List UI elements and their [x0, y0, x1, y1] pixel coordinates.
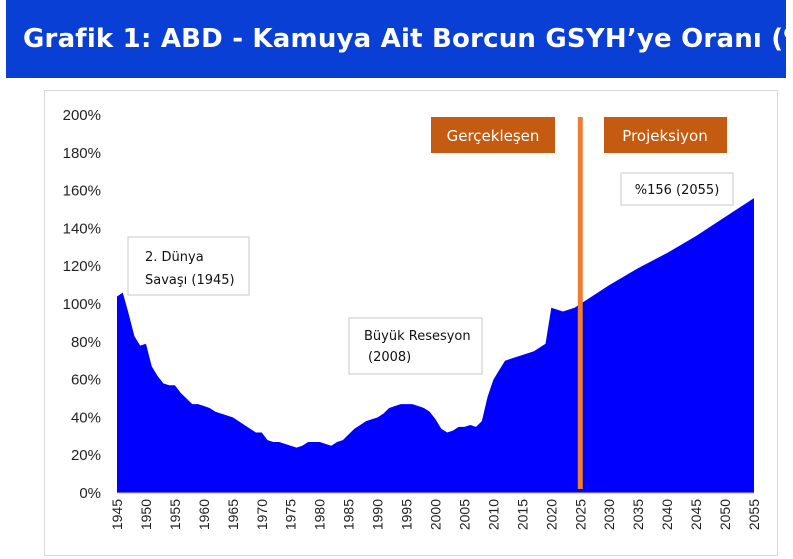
x-tick-label: 2020 — [543, 499, 559, 530]
y-axis-ticks: 0% 20% 40% 60% 80% 100% 120% 140% 160% 180% 200% — [63, 107, 101, 502]
end-value-annotation: %156 (2055) — [620, 172, 734, 206]
x-tick-label: 1945 — [109, 499, 125, 530]
ww2-annotation: 2. Dünya Savaşı (1945) — [127, 236, 250, 296]
y-tick-label: 80% — [71, 334, 101, 351]
x-tick-label: 2055 — [746, 499, 762, 530]
y-tick-label: 100% — [63, 296, 101, 313]
x-tick-label: 1990 — [370, 499, 386, 530]
end-value-label: %156 (2055) — [635, 183, 720, 198]
x-tick-label: 1970 — [254, 499, 270, 530]
x-tick-label: 2040 — [659, 499, 675, 530]
ww2-annotation-line1: 2. Dünya — [145, 250, 204, 265]
y-tick-label: 20% — [71, 447, 101, 464]
ww2-annotation-line2: Savaşı (1945) — [145, 273, 235, 288]
recession-annotation-line2: (2008) — [368, 350, 411, 365]
x-tick-label: 2010 — [485, 499, 501, 530]
y-tick-label: 40% — [71, 409, 101, 426]
x-axis-ticks: 1945 1950 1955 1960 1965 1970 1975 1980 1985 1990… — [109, 499, 762, 530]
x-tick-label: 2025 — [572, 499, 588, 530]
title-banner: Grafik 1: ABD - Kamuya Ait Borcun GSYH’y… — [6, 0, 793, 78]
x-tick-label: 2030 — [601, 499, 617, 530]
x-tick-label: 1950 — [138, 499, 154, 530]
ww2-annotation-box — [127, 236, 250, 296]
x-tick-label: 2000 — [428, 499, 444, 530]
actual-label-rect — [431, 117, 555, 153]
x-tick-label: 1995 — [399, 499, 415, 530]
debt-area-series — [117, 198, 754, 493]
end-value-box — [620, 172, 734, 206]
x-tick-label: 2050 — [717, 499, 733, 530]
x-tick-label: 2035 — [630, 499, 646, 530]
projection-label-box: Projeksiyon — [604, 117, 727, 153]
recession-annotation: Büyük Resesyon (2008) — [348, 317, 483, 375]
y-tick-label: 160% — [63, 183, 101, 200]
recession-annotation-box — [348, 317, 483, 375]
x-tick-label: 2045 — [688, 499, 704, 530]
x-tick-label: 2005 — [456, 499, 472, 530]
x-tick-label: 1985 — [341, 499, 357, 530]
y-tick-label: 0% — [79, 485, 101, 502]
actual-label-box: Gerçekleşen — [431, 117, 555, 153]
x-tick-label: 1960 — [196, 499, 212, 530]
y-tick-label: 200% — [63, 107, 101, 124]
y-tick-label: 180% — [63, 145, 101, 162]
actual-label: Gerçekleşen — [447, 127, 540, 145]
x-tick-label: 1975 — [283, 499, 299, 530]
x-tick-label: 1965 — [225, 499, 241, 530]
projection-label-rect — [604, 117, 727, 153]
x-tick-label: 2015 — [514, 499, 530, 530]
x-tick-label: 1980 — [312, 499, 328, 530]
x-tick-label: 1955 — [167, 499, 183, 530]
chart-title: Grafik 1: ABD - Kamuya Ait Borcun GSYH’y… — [23, 24, 793, 54]
y-tick-label: 120% — [63, 258, 101, 275]
projection-label: Projeksiyon — [622, 127, 707, 145]
recession-annotation-line1: Büyük Resesyon — [364, 329, 471, 344]
y-tick-label: 140% — [63, 220, 101, 237]
y-tick-label: 60% — [71, 372, 101, 389]
